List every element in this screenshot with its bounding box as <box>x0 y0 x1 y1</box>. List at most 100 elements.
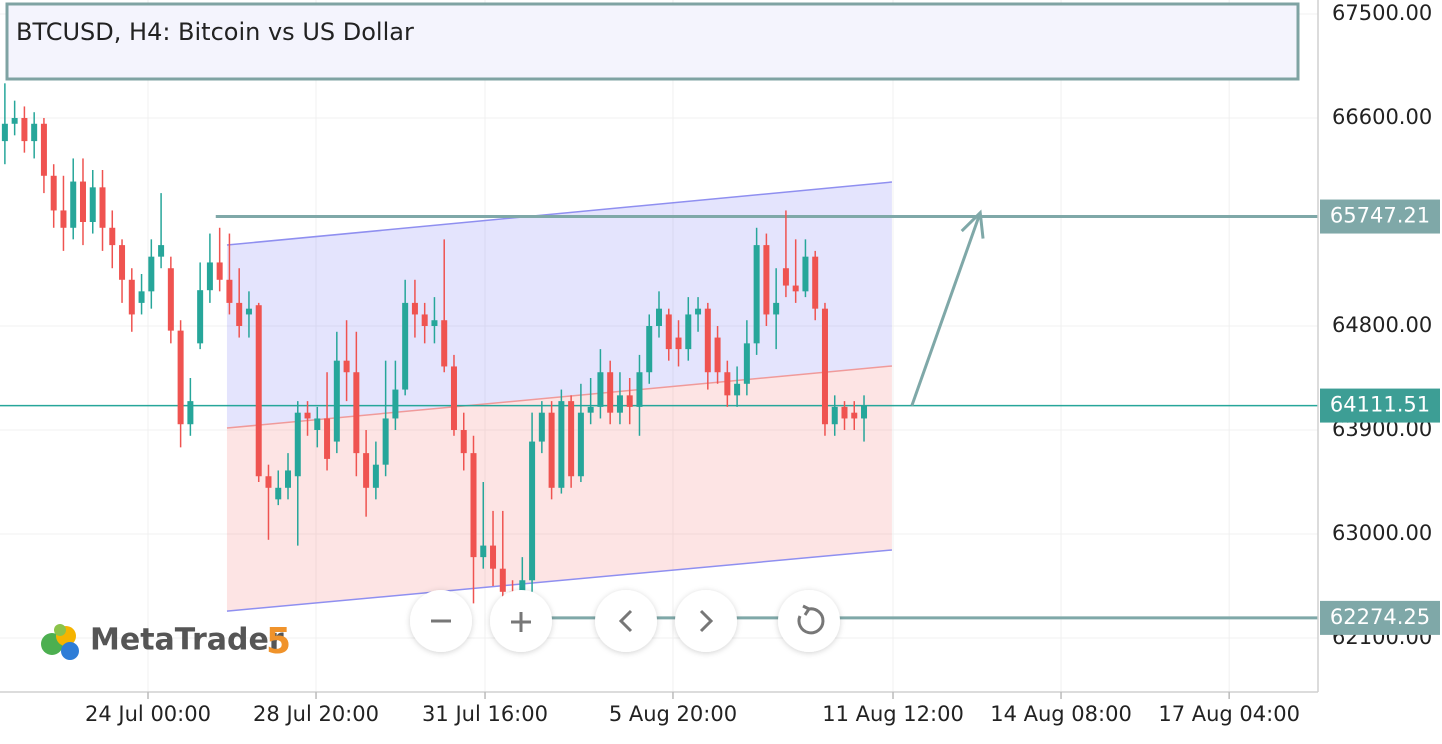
x-tick-label: 31 Jul 16:00 <box>422 702 548 726</box>
candle-body <box>392 389 399 419</box>
candle-body <box>138 291 145 303</box>
channel <box>226 181 893 612</box>
candle-body <box>421 314 428 327</box>
candle-body <box>304 412 311 419</box>
candle-body <box>158 245 165 257</box>
scroll-right-button[interactable] <box>675 590 737 652</box>
logo-version: 5 <box>266 621 291 662</box>
candle-body <box>275 487 282 500</box>
candle-body <box>490 545 497 569</box>
candle-body <box>245 308 252 315</box>
title-box <box>5 2 1300 81</box>
candle-body <box>851 412 858 419</box>
candle-body <box>646 326 653 373</box>
candle-body <box>548 412 555 488</box>
candle-body <box>724 372 731 396</box>
candle-body <box>40 123 47 176</box>
candle-body <box>50 175 57 211</box>
candle-body <box>372 464 379 488</box>
candle-body <box>616 395 623 413</box>
candle-body <box>665 314 672 350</box>
candle-body <box>99 187 106 228</box>
x-tick-label: 11 Aug 12:00 <box>822 702 964 726</box>
candle-body <box>626 395 633 407</box>
candle-body <box>861 405 868 419</box>
candle-body <box>695 308 702 315</box>
candle-body <box>753 245 760 344</box>
candles <box>1 83 868 621</box>
candle-body <box>70 181 77 228</box>
candle-body <box>89 187 96 222</box>
candle-body <box>470 453 477 558</box>
arrow-head <box>960 209 985 239</box>
x-tick-label: 24 Jul 00:00 <box>85 702 211 726</box>
candle-body <box>177 330 184 425</box>
candle-body <box>714 337 721 373</box>
candle-body <box>704 308 711 373</box>
candle-body <box>519 580 526 598</box>
candle-body <box>675 337 682 350</box>
candle-body <box>79 181 86 222</box>
x-tick-label: 28 Jul 20:00 <box>253 702 379 726</box>
candle-body <box>529 441 536 581</box>
logo-name: MetaTrader <box>90 623 284 658</box>
level-price-label: 65747.21 <box>1330 204 1430 228</box>
candle-body <box>821 308 828 425</box>
candle-body <box>411 302 418 315</box>
x-tick-label: 5 Aug 20:00 <box>609 702 737 726</box>
candle-body <box>167 268 174 331</box>
candle-body <box>734 383 741 396</box>
candle-body <box>841 406 848 419</box>
candle-body <box>226 279 233 303</box>
logo-icon <box>54 624 66 636</box>
candle-body <box>206 262 213 291</box>
current-price-box <box>1320 388 1440 423</box>
candle-body <box>363 453 370 488</box>
candle-body <box>763 245 770 315</box>
candle-body <box>333 360 340 442</box>
candle-body <box>558 401 565 488</box>
candle-body <box>743 343 750 384</box>
scroll-left-button[interactable] <box>595 590 657 652</box>
candle-body <box>265 476 272 488</box>
candle-body <box>685 314 692 350</box>
current-price-label: 64111.51 <box>1330 393 1430 417</box>
candle-body <box>197 290 204 344</box>
reset-button[interactable] <box>778 590 840 652</box>
axes: 67500.0066600.0064800.0063900.0063000.00… <box>85 1 1440 726</box>
level-price-box <box>1320 199 1440 234</box>
candle-body <box>314 418 321 431</box>
candle-body <box>792 285 799 292</box>
candle-body <box>802 256 809 292</box>
candle-body <box>831 406 838 425</box>
candle-body <box>441 320 448 367</box>
zoom-in-button[interactable] <box>490 590 552 652</box>
y-tick-label: 66600.00 <box>1332 105 1432 129</box>
candle-body <box>460 430 467 454</box>
arrow-line <box>910 212 982 407</box>
candle-body <box>11 117 18 124</box>
logo: MetaTrader 5 <box>41 621 291 662</box>
level-price-label: 62274.25 <box>1330 605 1430 629</box>
candle-body <box>450 366 457 431</box>
y-tick-label: 67500.00 <box>1332 1 1432 25</box>
candle-body <box>285 470 292 488</box>
candle-body <box>21 117 28 142</box>
candle-body <box>294 412 301 477</box>
candle-body <box>343 360 350 373</box>
x-tick-label: 14 Aug 08:00 <box>990 702 1132 726</box>
candle-body <box>782 268 789 286</box>
y-tick-label: 64800.00 <box>1332 313 1432 337</box>
channel-lower-line <box>226 549 893 612</box>
candle-body <box>636 372 643 407</box>
candle-body <box>353 372 360 454</box>
candle-body <box>1 123 8 142</box>
candle-body <box>431 320 438 327</box>
channel-upper-area <box>226 182 892 429</box>
candle-body <box>538 412 545 442</box>
chart-title: BTCUSD, H4: Bitcoin vs US Dollar <box>16 18 414 46</box>
candle-body <box>148 256 155 292</box>
zoom-out-button[interactable] <box>410 590 472 652</box>
